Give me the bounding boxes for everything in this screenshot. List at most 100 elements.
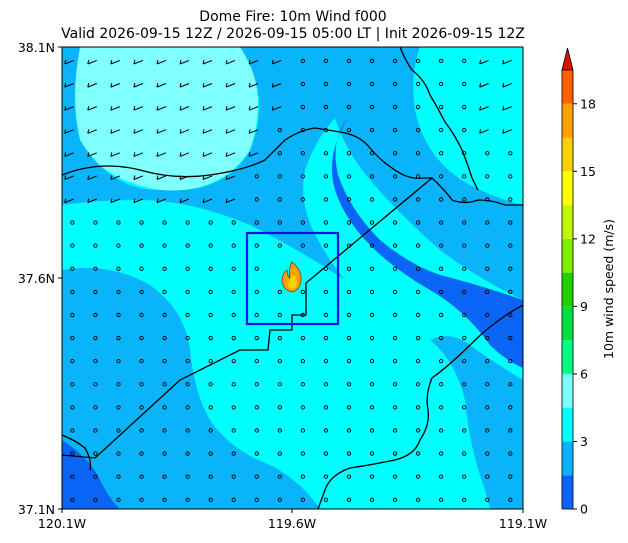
- calm-wind-circle: [369, 312, 375, 318]
- calm-wind-circle: [162, 312, 167, 318]
- wind-barb: [179, 106, 190, 111]
- calm-wind-circle: [508, 451, 513, 456]
- calm-wind-circle: [462, 266, 467, 271]
- calm-wind-circle: [369, 451, 375, 456]
- calm-wind-circle: [323, 451, 329, 456]
- wind-barb: [179, 129, 190, 134]
- calm-wind-circle: [508, 151, 513, 156]
- calm-wind-circle: [415, 451, 421, 456]
- calm-wind-circle: [369, 428, 375, 433]
- calm-wind-circle: [277, 428, 282, 433]
- calm-wind-circle: [439, 382, 444, 387]
- calm-wind-circle: [139, 243, 144, 248]
- calm-wind-circle: [277, 289, 282, 295]
- calm-wind-circle: [346, 428, 352, 433]
- calm-wind-circle: [70, 266, 75, 271]
- calm-wind-circle: [369, 405, 375, 410]
- calm-wind-circle: [185, 451, 190, 456]
- calm-wind-circle: [208, 382, 213, 387]
- calm-wind-circle: [508, 428, 513, 433]
- calm-wind-circle: [70, 289, 75, 295]
- calm-wind-circle: [346, 474, 352, 479]
- calm-wind-circle: [369, 81, 375, 87]
- boundary-north: [62, 127, 523, 206]
- calm-wind-circle: [508, 197, 513, 202]
- wind-barb: [225, 175, 236, 180]
- y-tick-label: 38.1N: [18, 40, 55, 55]
- wind-barb: [64, 106, 74, 111]
- calm-wind-circle: [346, 58, 352, 64]
- wind-barb: [87, 59, 97, 65]
- wind-barb: [179, 152, 190, 157]
- wind-barb: [64, 198, 74, 204]
- calm-wind-circle: [300, 220, 306, 225]
- calm-wind-circle: [162, 335, 167, 341]
- calm-wind-circle: [508, 220, 513, 225]
- colorbar-tick-label: 18: [580, 96, 596, 111]
- calm-wind-circle: [439, 81, 444, 87]
- calm-wind-circle: [277, 335, 282, 341]
- wind-barb: [248, 82, 259, 88]
- calm-wind-circle: [70, 220, 75, 225]
- colorbar-label: 10m wind speed (m/s): [601, 219, 616, 359]
- wind-barb: [502, 129, 512, 134]
- calm-wind-circle: [162, 497, 167, 502]
- boundary-central: [62, 177, 433, 459]
- colorbar-segment: [562, 306, 573, 341]
- wind-barbs: [64, 58, 513, 502]
- colorbar-tick-label: 6: [580, 366, 588, 381]
- colorbar-tick-label: 15: [580, 164, 596, 179]
- wind-barb: [133, 152, 144, 157]
- calm-wind-circle: [162, 289, 167, 295]
- calm-wind-circle: [462, 243, 467, 248]
- calm-wind-circle: [70, 335, 75, 341]
- calm-wind-circle: [346, 81, 352, 87]
- wind-barb: [156, 82, 167, 88]
- calm-wind-circle: [439, 335, 444, 341]
- calm-wind-circle: [208, 266, 213, 271]
- calm-wind-circle: [462, 104, 467, 110]
- wind-barb: [225, 152, 236, 157]
- calm-wind-circle: [185, 382, 190, 387]
- calm-wind-circle: [415, 58, 421, 64]
- calm-wind-circle: [277, 312, 282, 318]
- calm-wind-circle: [277, 220, 282, 225]
- calm-wind-circle: [254, 428, 259, 433]
- wind-barb: [225, 82, 236, 88]
- calm-wind-circle: [162, 266, 167, 271]
- calm-wind-circle: [231, 497, 236, 502]
- wind-barb: [110, 198, 121, 204]
- calm-wind-circle: [116, 497, 121, 502]
- calm-wind-circle: [323, 474, 329, 479]
- wind-barb: [156, 152, 167, 157]
- calm-wind-circle: [508, 382, 513, 387]
- calm-wind-circle: [485, 312, 490, 318]
- calm-wind-circle: [369, 243, 375, 248]
- calm-wind-circle: [346, 128, 352, 133]
- calm-wind-circle: [462, 405, 467, 410]
- calm-wind-circle: [323, 220, 329, 225]
- calm-wind-circle: [116, 289, 121, 295]
- calm-wind-circle: [231, 405, 236, 410]
- calm-wind-circle: [277, 128, 282, 133]
- calm-wind-circle: [185, 359, 190, 364]
- wind-barb: [479, 129, 489, 134]
- calm-wind-circle: [485, 197, 490, 202]
- calm-wind-circle: [415, 474, 421, 479]
- wind-barb: [202, 82, 213, 88]
- calm-wind-circle: [508, 289, 513, 295]
- calm-wind-circle: [392, 243, 398, 248]
- calm-wind-circle: [485, 359, 490, 364]
- calm-wind-circle: [93, 335, 98, 341]
- calm-wind-circle: [185, 289, 190, 295]
- calm-wind-circle: [439, 220, 444, 225]
- wind-barb: [133, 106, 144, 111]
- calm-wind-circle: [508, 497, 513, 502]
- calm-wind-circle: [231, 335, 236, 341]
- calm-wind-circle: [485, 174, 490, 179]
- calm-wind-circle: [300, 128, 306, 133]
- calm-wind-circle: [439, 474, 444, 479]
- calm-wind-circle: [415, 382, 421, 387]
- calm-wind-circle: [208, 497, 213, 502]
- calm-wind-circle: [300, 451, 306, 456]
